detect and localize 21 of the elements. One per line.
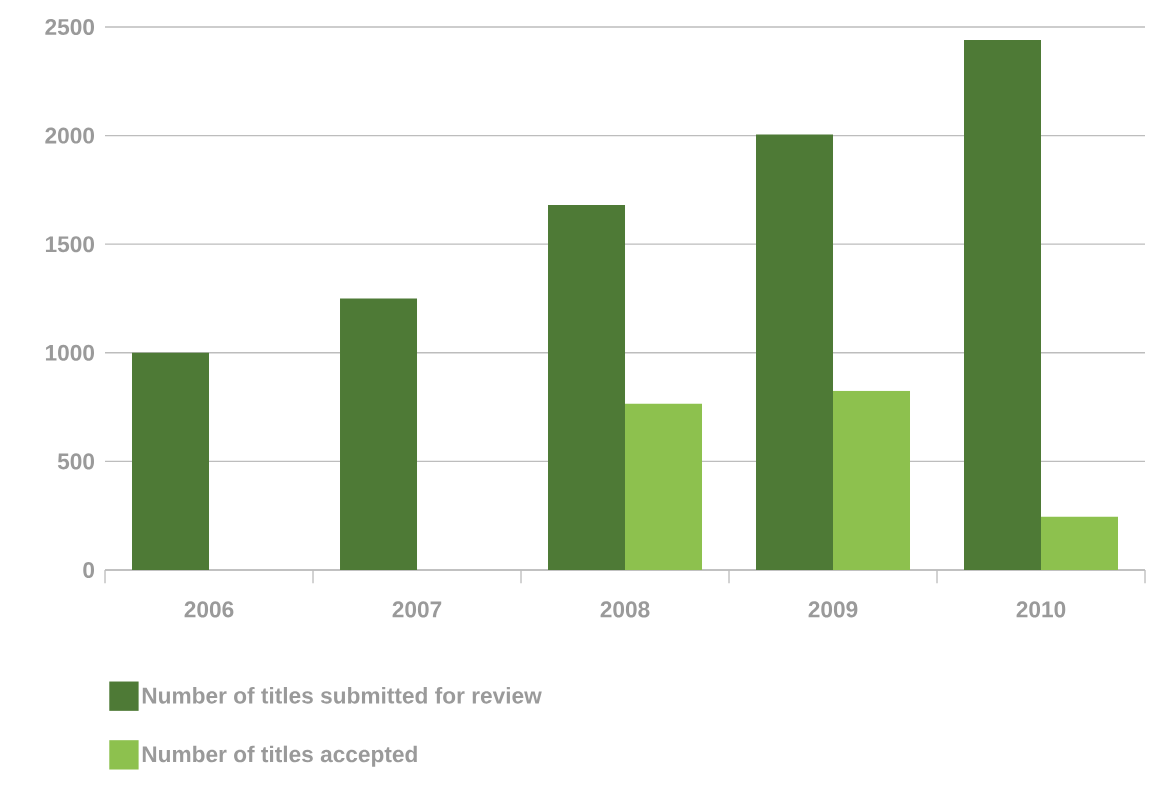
- bar: [1041, 516, 1118, 570]
- legend-label: Number of titles submitted for review: [142, 686, 542, 704]
- x-tick-label: 2010: [1016, 601, 1066, 618]
- bar: [625, 403, 703, 570]
- bar: [132, 352, 210, 570]
- x-tick-label: 2006: [184, 601, 234, 618]
- x-tick-label: 2009: [808, 601, 858, 618]
- bar: [340, 298, 418, 570]
- bar: [756, 134, 834, 570]
- y-tick-label: 1500: [45, 236, 95, 253]
- y-tick-label: 2500: [45, 18, 95, 36]
- x-tick-label: 2008: [600, 601, 650, 618]
- x-tick-label: 2007: [392, 601, 442, 618]
- y-tick-label: 0: [83, 561, 95, 579]
- bar: [964, 40, 1041, 570]
- y-tick-label: 1000: [45, 344, 95, 361]
- bar: [548, 205, 626, 570]
- bar: [833, 390, 911, 570]
- legend-label: Number of titles accepted: [142, 745, 417, 767]
- y-tick-label: 2000: [45, 127, 95, 144]
- y-tick-label: 500: [57, 453, 95, 470]
